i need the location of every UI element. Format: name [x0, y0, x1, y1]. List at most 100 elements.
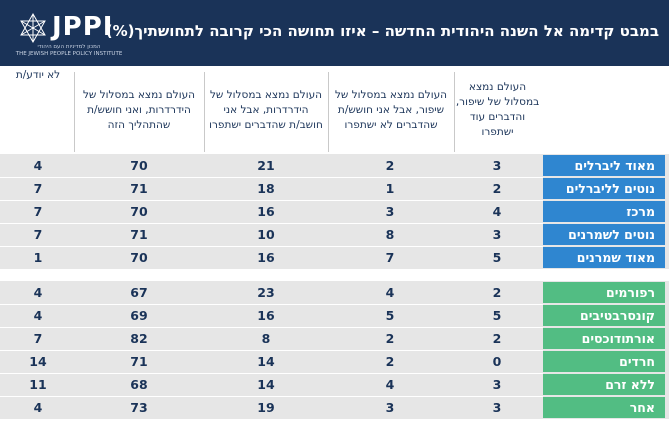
- table-cell: 69: [130, 308, 148, 323]
- column-header-row: העולם נמצא במסלול של שיפור, והדברים עוד …: [0, 66, 669, 154]
- table-cell: 0: [492, 354, 502, 369]
- table-cell: 2: [492, 181, 502, 196]
- table-cell: 3: [492, 377, 502, 392]
- table-cell: 4: [385, 285, 395, 300]
- table-cell: 70: [130, 158, 148, 173]
- table-cell: 11: [29, 377, 47, 392]
- table-row: מאוד ליברלים 3 2 21 70 4: [0, 154, 669, 177]
- table-cell: 23: [257, 285, 275, 300]
- table-row: אורתודוכסים 2 2 8 82 7: [0, 327, 669, 350]
- column-divider: [74, 72, 75, 152]
- row-label: נוטים לליברלים: [543, 178, 665, 199]
- row-divider: [0, 350, 543, 351]
- table-cell: 3: [492, 227, 502, 242]
- row-label: אחר: [543, 397, 665, 418]
- table-cell: 71: [130, 227, 148, 242]
- table-cell: 3: [492, 158, 502, 173]
- table-cell: 2: [385, 158, 395, 173]
- column-header: העולם נמצא במסלול של שיפור, אבל אני חושש…: [334, 88, 448, 131]
- table-cell: 4: [33, 158, 43, 173]
- row-divider: [0, 373, 543, 374]
- table-cell: 3: [385, 400, 395, 415]
- row-label: חרדים: [543, 351, 665, 372]
- table-cell: 82: [130, 331, 148, 346]
- table-cell: 67: [130, 285, 148, 300]
- page-title: במבט קדימה אל השנה היהודית החדשה – איזו …: [105, 22, 659, 40]
- table-cell: 5: [385, 308, 395, 323]
- jppi-logo: JPPI המכון למדיניות העם היהודי THE JEWIS…: [14, 10, 134, 60]
- table-cell: 73: [130, 400, 148, 415]
- table-cell: 1: [33, 250, 43, 265]
- table-cell: 14: [257, 354, 275, 369]
- table-row: אחר 3 3 19 73 4: [0, 396, 669, 419]
- table-cell: 7: [33, 227, 43, 242]
- table-cell: 14: [29, 354, 47, 369]
- table-cell: 4: [33, 308, 43, 323]
- table-cell: 21: [257, 158, 275, 173]
- table-cell: 16: [257, 204, 275, 219]
- column-divider: [204, 72, 205, 152]
- table-cell: 16: [257, 250, 275, 265]
- table-cell: 4: [492, 204, 502, 219]
- table-cell: 8: [385, 227, 395, 242]
- logo-subtitle: המכון למדיניות העם היהודי THE JEWISH PEO…: [14, 44, 124, 58]
- row-label: קונסרבטיבים: [543, 305, 665, 326]
- logo-subtitle-en: THE JEWISH PEOPLE POLICY INSTITUTE: [15, 51, 123, 57]
- row-divider: [0, 200, 543, 201]
- row-label: מאוד שמרנים: [543, 247, 665, 268]
- table-cell: 2: [492, 331, 502, 346]
- table-cell: 3: [492, 400, 502, 415]
- column-divider: [328, 72, 329, 152]
- table-cell: 8: [261, 331, 271, 346]
- table-cell: 4: [385, 377, 395, 392]
- table-cell: 7: [33, 331, 43, 346]
- table-cell: 2: [385, 354, 395, 369]
- row-label: מאוד ליברלים: [543, 155, 665, 176]
- row-divider: [0, 327, 543, 328]
- row-label: ללא זרם: [543, 374, 665, 395]
- star-of-david-logo-icon: [20, 12, 46, 44]
- table-cell: 7: [385, 250, 395, 265]
- table-row: מרכז 4 3 16 70 7: [0, 200, 669, 223]
- row-label: נוטים לשמרנים: [543, 224, 665, 245]
- table-row: מאוד שמרנים 5 7 16 70 1: [0, 246, 669, 269]
- table-cell: 70: [130, 204, 148, 219]
- table-cell: 68: [130, 377, 148, 392]
- row-divider: [0, 396, 543, 397]
- table-cell: 7: [33, 181, 43, 196]
- table-cell: 1: [385, 181, 395, 196]
- table-cell: 5: [492, 308, 502, 323]
- table-cell: 4: [33, 285, 43, 300]
- column-header: העולם נמצא במסלול של הידרדרות, ואני חושש…: [82, 88, 196, 131]
- table-cell: 3: [385, 204, 395, 219]
- logo-subtitle-he: המכון למדיניות העם היהודי: [37, 44, 101, 50]
- table-cell: 10: [257, 227, 275, 242]
- table-cell: 71: [130, 354, 148, 369]
- table-cell: 14: [257, 377, 275, 392]
- row-divider: [0, 223, 543, 224]
- row-label: מרכז: [543, 201, 665, 222]
- column-header: העולם נמצא במסלול של שיפור, והדברים עוד …: [455, 81, 540, 138]
- logo-text: JPPI: [52, 12, 114, 42]
- row-label: רפורמים: [543, 282, 665, 303]
- table-cell: 19: [257, 400, 275, 415]
- table-cell: 16: [257, 308, 275, 323]
- row-divider: [0, 304, 543, 305]
- header-bar: JPPI המכון למדיניות העם היהודי THE JEWIS…: [0, 0, 669, 66]
- table-row: ללא זרם 3 4 14 68 11: [0, 373, 669, 396]
- table-cell: 2: [385, 331, 395, 346]
- column-header: העולם נמצא במסלול של הידרדרות, אבל אני ח…: [209, 88, 323, 131]
- row-divider: [0, 177, 543, 178]
- column-divider: [454, 72, 455, 152]
- table-cell: 5: [492, 250, 502, 265]
- table-row: חרדים 0 2 14 71 14: [0, 350, 669, 373]
- table-row: נוטים לליברלים 2 1 18 71 7: [0, 177, 669, 200]
- table-row: רפורמים 2 4 23 67 4: [0, 281, 669, 304]
- table-cell: 4: [33, 400, 43, 415]
- table-row: נוטים לשמרנים 3 8 10 71 7: [0, 223, 669, 246]
- row-label: אורתודוכסים: [543, 328, 665, 349]
- table-cell: 18: [257, 181, 275, 196]
- table-cell: 71: [130, 181, 148, 196]
- table-cell: 7: [33, 204, 43, 219]
